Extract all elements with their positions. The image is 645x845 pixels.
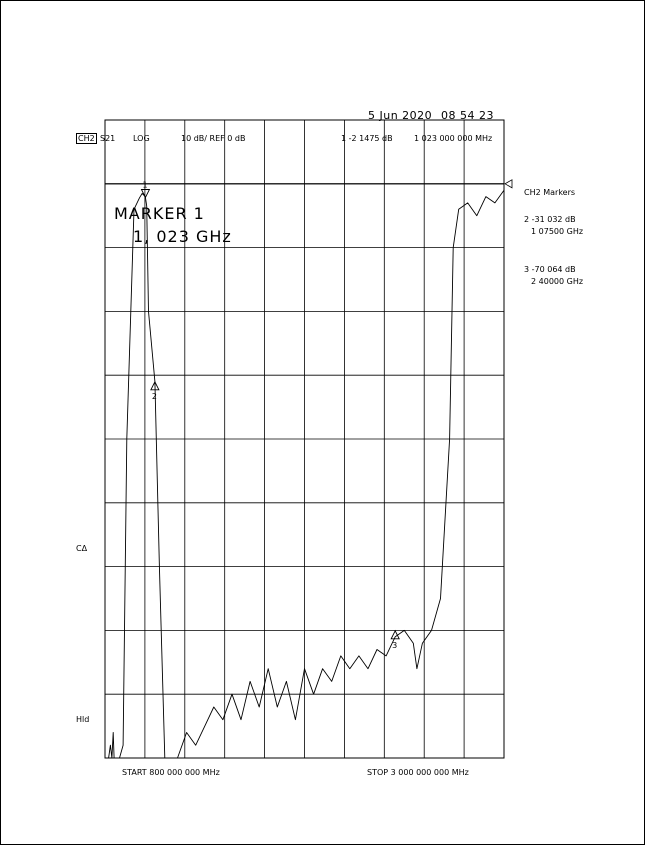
markers-panel-title: CH2 Markers <box>524 188 576 197</box>
marker-annotation-frequency: 1, 023 GHz <box>133 227 232 246</box>
date-label: 5 Jun 2020 <box>368 109 433 122</box>
marker-annotation-title: MARKER 1 <box>114 204 205 223</box>
hold-label: Hld <box>76 715 90 724</box>
marker-frequency: 1 023 000 000 MHz <box>414 134 493 143</box>
marker-2-frequency: 1 07500 GHz <box>531 227 584 236</box>
correction-delta-label: CΔ <box>76 544 88 553</box>
marker-3-symbol <box>390 629 400 640</box>
marker-2-symbol <box>150 380 160 391</box>
scale-label: 10 dB/ REF 0 dB <box>181 134 246 143</box>
stop-frequency: STOP 3 000 000 000 MHz <box>367 768 469 777</box>
trace-line <box>105 189 505 759</box>
parameter-label: S21 <box>100 134 116 143</box>
marker-2-value: 2 -31 032 dB <box>524 215 576 224</box>
channel-label: CH2 <box>76 133 97 144</box>
marker-3-frequency: 2 40000 GHz <box>531 277 584 286</box>
marker-3-number: 3 <box>392 641 397 650</box>
time-label: 08 54 23 <box>441 109 494 122</box>
start-frequency: START 800 000 000 MHz <box>122 768 220 777</box>
marker-2-number: 2 <box>152 392 157 401</box>
reference-level-arrow <box>504 179 513 189</box>
marker-readout: 1 -2 1475 dB <box>341 134 393 143</box>
marker-1-number: 1 <box>142 181 147 190</box>
marker-3-value: 3 -70 064 dB <box>524 265 576 274</box>
channel-box: CH2 <box>76 133 97 144</box>
marker-1-symbol <box>140 189 151 199</box>
format-label: LOG <box>133 134 150 143</box>
